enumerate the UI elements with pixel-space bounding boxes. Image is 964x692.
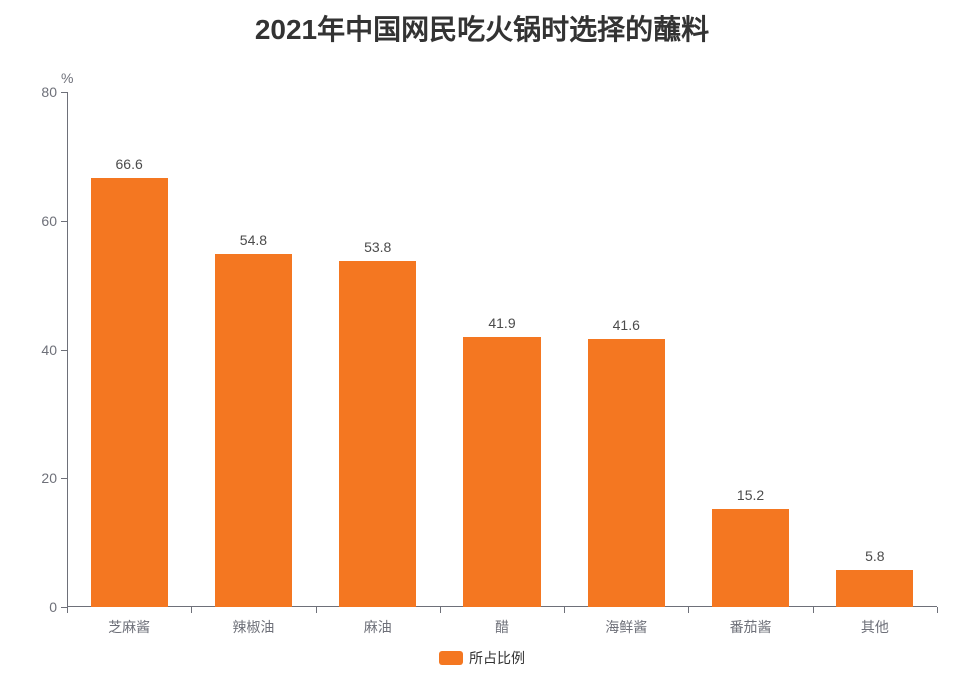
x-tick-label: 辣椒油 <box>232 617 274 637</box>
y-tick-label: 60 <box>41 213 57 229</box>
x-tick-mark <box>937 607 938 613</box>
y-axis-line <box>67 92 68 607</box>
bar[interactable]: 41.6 <box>588 339 665 607</box>
y-tick-label: 20 <box>41 470 57 486</box>
bar-value-label: 66.6 <box>116 156 143 172</box>
x-tick-mark <box>67 607 68 613</box>
x-tick-label: 麻油 <box>364 617 392 637</box>
legend: 所占比例 <box>0 648 964 668</box>
bar[interactable]: 15.2 <box>712 509 789 607</box>
x-tick-mark <box>440 607 441 613</box>
bar-value-label: 54.8 <box>240 232 267 248</box>
legend-series-label: 所占比例 <box>469 648 525 668</box>
bar[interactable]: 54.8 <box>215 254 292 607</box>
y-tick-mark <box>61 221 67 222</box>
bar[interactable]: 5.8 <box>836 570 913 607</box>
y-tick-label: 80 <box>41 84 57 100</box>
legend-swatch <box>439 651 463 665</box>
x-tick-label: 醋 <box>495 617 509 637</box>
x-tick-mark <box>688 607 689 613</box>
x-tick-label: 海鲜酱 <box>605 617 647 637</box>
y-tick-label: 40 <box>41 342 57 358</box>
bar[interactable]: 66.6 <box>91 178 168 607</box>
bar[interactable]: 41.9 <box>463 337 540 607</box>
x-tick-label: 芝麻酱 <box>108 617 150 637</box>
y-tick-label: 0 <box>49 599 57 615</box>
x-tick-mark <box>564 607 565 613</box>
x-tick-mark <box>191 607 192 613</box>
bar[interactable]: 53.8 <box>339 261 416 607</box>
x-tick-mark <box>813 607 814 613</box>
y-tick-mark <box>61 350 67 351</box>
plot-area: % 02040608066.6芝麻酱54.8辣椒油53.8麻油41.9醋41.6… <box>67 92 937 607</box>
y-tick-mark <box>61 478 67 479</box>
bar-value-label: 53.8 <box>364 239 391 255</box>
bar-value-label: 41.6 <box>613 317 640 333</box>
x-tick-mark <box>316 607 317 613</box>
chart-title: 2021年中国网民吃火锅时选择的蘸料 <box>0 8 964 48</box>
x-tick-label: 其他 <box>861 617 889 637</box>
chart-root: 2021年中国网民吃火锅时选择的蘸料 % 02040608066.6芝麻酱54.… <box>0 0 964 692</box>
bar-value-label: 5.8 <box>865 548 884 564</box>
y-tick-mark <box>61 92 67 93</box>
y-axis-unit-label: % <box>61 70 73 86</box>
bar-value-label: 41.9 <box>488 315 515 331</box>
bar-value-label: 15.2 <box>737 487 764 503</box>
x-tick-label: 番茄酱 <box>730 617 772 637</box>
